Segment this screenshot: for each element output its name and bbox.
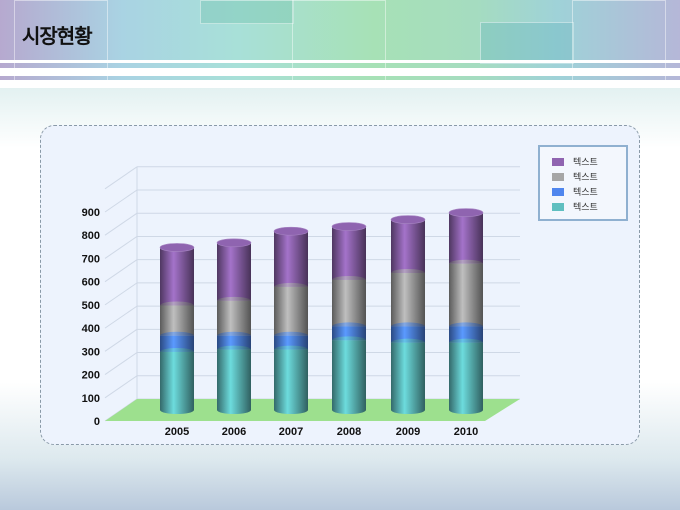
divider — [0, 60, 680, 63]
legend-label: 텍스트 — [573, 173, 598, 183]
side-gridline — [104, 166, 138, 190]
bar-segment — [160, 247, 194, 306]
bar-top — [216, 238, 252, 248]
bar-segment-edge — [449, 338, 483, 347]
bar-segment — [449, 326, 483, 343]
legend-swatch — [552, 172, 564, 181]
bar-segment — [449, 342, 483, 410]
side-gridline — [104, 212, 138, 236]
divider — [0, 68, 680, 76]
bar-segment — [217, 242, 251, 301]
x-tick-label: 2009 — [396, 426, 420, 438]
bar-segment-edge — [217, 345, 251, 354]
bar-segment — [391, 219, 425, 273]
y-tick-label: 900 — [82, 207, 100, 219]
side-gridline — [104, 259, 138, 283]
bar-segment — [160, 351, 194, 410]
bar-segment — [274, 335, 308, 350]
y-tick-label: 800 — [82, 230, 100, 242]
bar-top — [331, 222, 367, 231]
y-tick-label: 200 — [82, 370, 100, 382]
bar-segment — [391, 326, 425, 343]
bar-segment-edge — [217, 296, 251, 305]
bar-top — [273, 226, 309, 236]
bar-segment-edge — [332, 336, 366, 345]
banner-tile — [14, 0, 108, 82]
side-gridline — [104, 352, 138, 375]
side-gridline — [104, 282, 138, 306]
x-tick-label: 2005 — [165, 426, 189, 438]
bar-segment-edge — [391, 268, 425, 277]
y-tick-label: 500 — [82, 300, 100, 312]
legend-item: 텍스트 — [552, 200, 598, 213]
bar-top — [159, 243, 195, 252]
bar-segment-edge — [449, 322, 483, 331]
bar-segment — [391, 272, 425, 327]
bar-segment — [274, 286, 308, 336]
bar-segment-edge — [160, 301, 194, 310]
bar-segment-edge — [274, 331, 308, 340]
legend-swatch — [552, 187, 564, 196]
page-title: 시장현황 — [22, 24, 93, 48]
bar-segment-edge — [332, 275, 366, 284]
bar-segment — [332, 279, 366, 327]
bar-top — [390, 215, 426, 224]
bar-segment — [217, 335, 251, 350]
banner-tile — [480, 22, 574, 64]
bar-segment — [217, 349, 251, 410]
legend-item: 텍스트 — [552, 170, 598, 183]
legend-label: 텍스트 — [573, 203, 598, 213]
bar-segment-edge — [332, 322, 366, 331]
x-tick-label: 2008 — [337, 426, 361, 438]
legend-item: 텍스트 — [552, 185, 598, 198]
bar-segment — [160, 335, 194, 352]
y-tick-label: 400 — [82, 323, 100, 335]
x-tick-label: 2006 — [222, 426, 246, 438]
y-tick-label: 300 — [82, 346, 100, 358]
side-gridline — [104, 189, 138, 213]
bar-top — [448, 208, 484, 217]
bar-segment-edge — [391, 338, 425, 347]
bar-segment — [332, 226, 366, 280]
bar-segment-edge — [274, 282, 308, 291]
bar-segment — [160, 305, 194, 336]
header-banner — [0, 0, 680, 82]
legend-swatch — [552, 202, 564, 211]
y-tick-label: 100 — [82, 393, 100, 405]
legend: 텍스트 텍스트 텍스트 텍스트 — [538, 145, 628, 221]
legend-label: 텍스트 — [573, 188, 598, 198]
bar-segment-edge — [217, 331, 251, 340]
bar-segment — [217, 300, 251, 336]
bar-segment-edge — [160, 347, 194, 356]
side-gridline — [104, 236, 138, 259]
bar-segment — [274, 231, 308, 287]
legend-item: 텍스트 — [552, 155, 598, 168]
y-tick-label: 600 — [82, 277, 100, 289]
bar-segment-edge — [449, 259, 483, 268]
bar-segment-edge — [160, 331, 194, 340]
x-tick-label: 2010 — [454, 426, 478, 438]
bar-segment — [332, 340, 366, 410]
side-gridline — [104, 328, 138, 352]
y-tick-label: 0 — [94, 416, 100, 428]
banner-tile — [292, 0, 386, 82]
banner-tile — [200, 0, 294, 24]
bar-segment — [391, 342, 425, 410]
bar-segment-edge — [274, 345, 308, 354]
side-gridline — [104, 305, 138, 329]
bar-segment — [332, 326, 366, 341]
side-gridline — [104, 375, 138, 399]
y-tick-label: 700 — [82, 253, 100, 265]
banner-tile — [572, 0, 666, 82]
legend-label: 텍스트 — [573, 158, 598, 168]
x-tick-label: 2007 — [279, 426, 303, 438]
legend-swatch — [552, 157, 564, 166]
bar-segment — [449, 263, 483, 327]
bar-segment — [274, 349, 308, 410]
bar-segment-edge — [391, 322, 425, 331]
bar-segment — [449, 212, 483, 264]
